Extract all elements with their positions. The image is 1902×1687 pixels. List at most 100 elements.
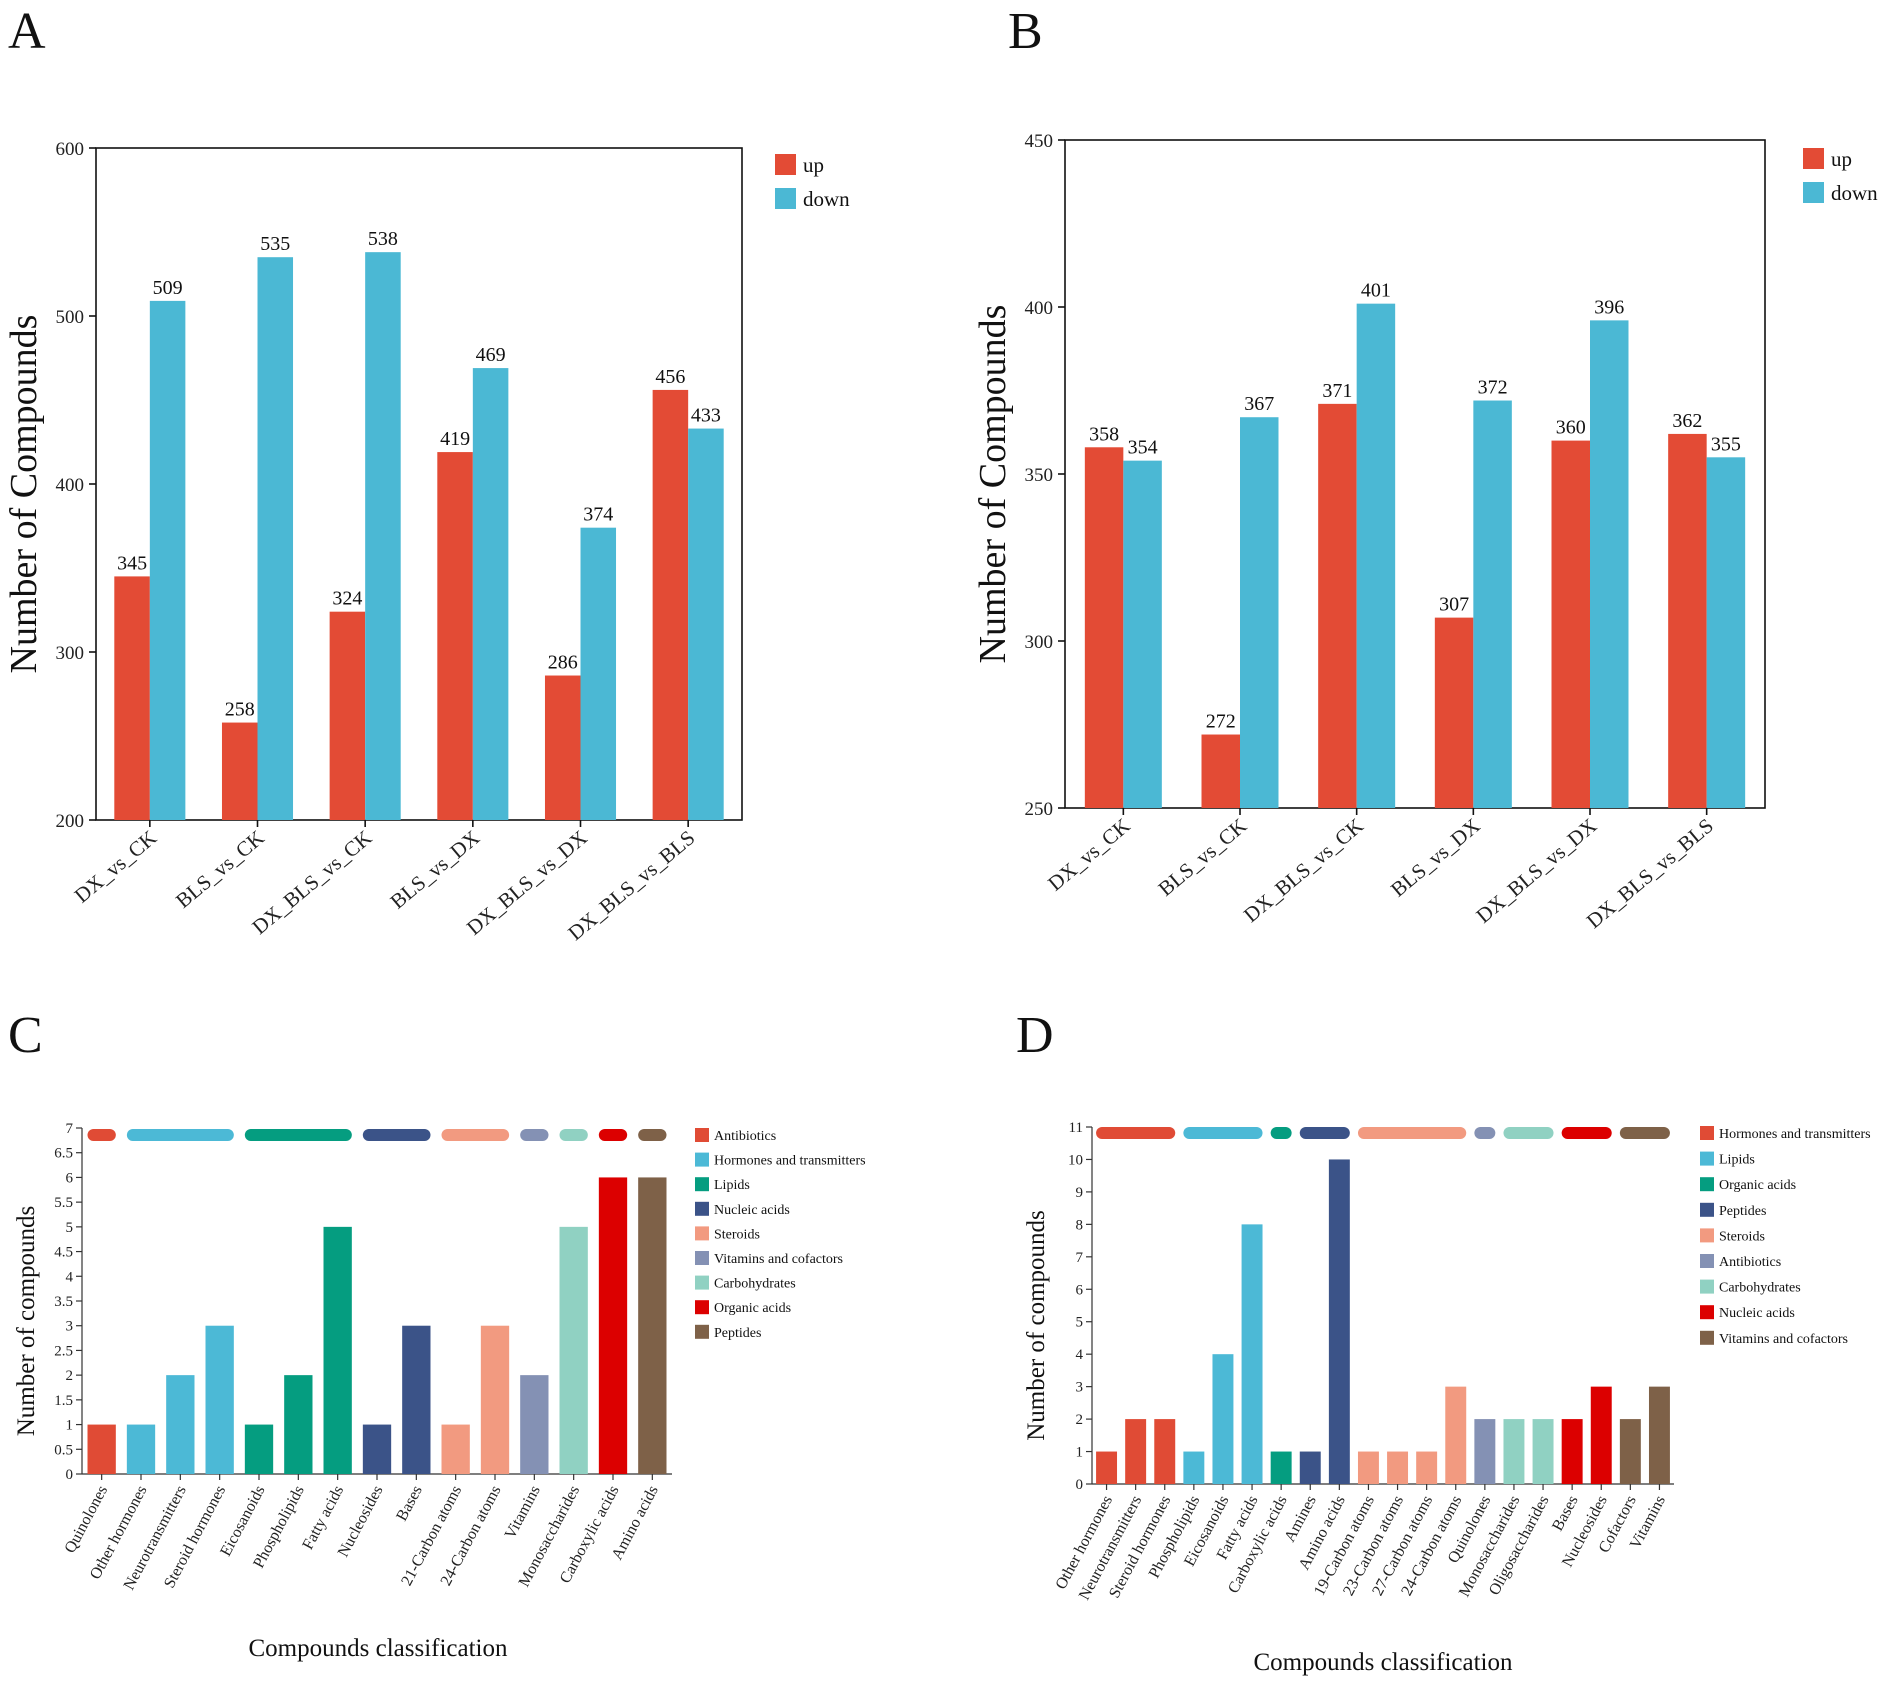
- y-tick-label: 5: [1076, 1315, 1084, 1331]
- group-bar-carbohydrates: [559, 1129, 588, 1141]
- legend-label-steroids: Steroids: [1719, 1229, 1765, 1244]
- bar-up-bls-vs-ck: [221, 722, 258, 820]
- group-bar-steroids: [441, 1129, 510, 1141]
- y-tick-label: 3: [1076, 1380, 1084, 1396]
- bar-amines: [1299, 1451, 1321, 1484]
- legend-label-peptides: Peptides: [714, 1326, 761, 1341]
- data-label-up-dx-bls-vs-bls: 362: [1672, 410, 1702, 432]
- legend-label-lipids: Lipids: [714, 1178, 750, 1193]
- bar-other-hormones: [126, 1424, 156, 1474]
- legend-label-organic-acids: Organic acids: [714, 1301, 791, 1316]
- x-tick-label-bls-vs-ck: BLS_vs_CK: [1154, 813, 1252, 900]
- bar-up-dx-vs-ck: [1084, 447, 1124, 808]
- y-tick-label: 450: [1025, 131, 1054, 152]
- legend-label-antibiotics: Antibiotics: [714, 1129, 776, 1144]
- bar-eicosanoids: [244, 1424, 274, 1474]
- chart-d: 0 1 2 3 4 5 6 7 8 9 10 11 Number of compounds Compoun…: [1023, 1120, 1871, 1676]
- bar-up-dx-bls-vs-dx: [1551, 440, 1590, 808]
- bar-eicosanoids: [1212, 1354, 1234, 1484]
- y-tick-label: 200: [56, 811, 85, 832]
- group-bar-antibiotics: [87, 1129, 116, 1141]
- chart-a: 200 300 400 500 600 Number of Compounds DX_vs_…: [3, 139, 850, 945]
- data-label-down-dx-bls-vs-dx: 374: [583, 504, 613, 526]
- chart-b: 250 300 350 400 450 Number of Compounds DX_vs_…: [972, 131, 1878, 933]
- bar-nucleosides: [1590, 1386, 1612, 1484]
- bar-down-dx-vs-ck: [1123, 460, 1162, 808]
- bar-down-dx-vs-ck: [149, 300, 186, 820]
- bar-down-dx-bls-vs-ck: [365, 252, 401, 820]
- y-axis-label: Number of compounds: [1023, 1210, 1050, 1441]
- bar-down-dx-bls-vs-ck: [1356, 303, 1396, 808]
- bar-down-bls-vs-dx: [1473, 400, 1512, 808]
- bar-amino-acids: [638, 1177, 667, 1474]
- bar-amino-acids: [1328, 1159, 1350, 1484]
- y-tick-label: 4.5: [54, 1245, 73, 1261]
- y-tick-label: 0.5: [54, 1442, 73, 1458]
- x-axis-label: Compounds classification: [249, 1635, 508, 1662]
- legend-label-down: down: [803, 187, 850, 211]
- bar-23-carbon-atoms: [1387, 1451, 1409, 1484]
- legend-label-vitamins-and-cofactors: Vitamins and cofactors: [714, 1252, 843, 1267]
- group-bar-nucleic-acids: [362, 1129, 431, 1141]
- y-tick-label: 10: [1068, 1152, 1083, 1168]
- y-tick-label: 8: [1076, 1217, 1084, 1233]
- x-tick-label-dx-vs-ck: DX_vs_CK: [1043, 813, 1134, 895]
- y-tick-label: 350: [1025, 465, 1054, 486]
- y-tick-label: 6.5: [54, 1146, 73, 1162]
- data-label-down-dx-bls-vs-bls: 433: [691, 405, 721, 427]
- bar-up-dx-bls-vs-dx: [544, 675, 581, 820]
- bar-up-dx-bls-vs-bls: [1668, 433, 1707, 808]
- bar-up-dx-bls-vs-ck: [329, 611, 366, 820]
- bar-neurotransmitters: [166, 1375, 195, 1474]
- group-bar-organic-acids: [1270, 1127, 1292, 1139]
- y-tick-label: 500: [56, 307, 85, 328]
- legend-swatch-down: [775, 188, 796, 209]
- group-bar-vitamins-and-cofactors: [1619, 1127, 1670, 1139]
- legend-swatch-vitamins-and-cofactors: [1700, 1330, 1714, 1345]
- legend-swatch-vitamins-and-cofactors: [695, 1251, 709, 1265]
- bar-quinolones: [87, 1424, 116, 1474]
- data-label-down-dx-bls-vs-bls: 355: [1711, 433, 1741, 455]
- data-label-down-dx-vs-ck: 354: [1128, 437, 1158, 459]
- bar-down-bls-vs-ck: [1240, 417, 1279, 808]
- bar-up-bls-vs-dx: [437, 452, 473, 820]
- x-tick-label-bases: Bases: [393, 1483, 426, 1524]
- bar-up-bls-vs-dx: [1434, 617, 1474, 808]
- bar-nucleosides: [362, 1424, 392, 1474]
- bar-carboxylic-acids: [1270, 1451, 1292, 1484]
- bar-cofactors: [1619, 1419, 1641, 1484]
- data-label-up-bls-vs-ck: 258: [225, 699, 255, 721]
- bar-bases: [402, 1325, 431, 1474]
- data-label-up-bls-vs-dx: 307: [1439, 594, 1469, 616]
- data-label-up-bls-vs-ck: 272: [1206, 711, 1236, 733]
- bar-fatty-acids: [323, 1226, 352, 1474]
- bar-down-bls-vs-ck: [257, 257, 294, 820]
- bar-phospholipids: [1183, 1451, 1205, 1484]
- panel-letter-d: D: [1016, 1007, 1054, 1064]
- bar-19-carbon-atoms: [1357, 1451, 1379, 1484]
- legend-label-peptides: Peptides: [1719, 1204, 1766, 1219]
- group-bar-organic-acids: [598, 1129, 628, 1141]
- group-bar-steroids: [1357, 1127, 1467, 1139]
- y-tick-label: 6: [66, 1170, 74, 1186]
- x-tick-label-dx-vs-ck: DX_vs_CK: [70, 825, 161, 907]
- y-axis-label: Number of Compounds: [3, 315, 45, 674]
- plot-frame: [1064, 139, 1766, 809]
- x-tick-label-dx-bls-vs-dx: DX_BLS_vs_DX: [1471, 813, 1601, 927]
- legend-swatch-up: [775, 154, 796, 175]
- data-label-down-dx-bls-vs-ck: 401: [1361, 280, 1391, 302]
- bar-steroid-hormones: [205, 1325, 234, 1474]
- y-tick-label: 1: [1076, 1445, 1084, 1461]
- data-label-down-bls-vs-ck: 367: [1244, 393, 1274, 415]
- legend-swatch-organic-acids: [1700, 1177, 1714, 1192]
- y-tick-label: 2: [1076, 1412, 1084, 1428]
- bar-monosaccharides: [559, 1226, 588, 1474]
- legend-swatch-lipids: [1700, 1151, 1714, 1166]
- legend-swatch-carbohydrates: [1700, 1279, 1714, 1294]
- y-tick-label: 4: [66, 1269, 74, 1285]
- group-bar-hormones-and-transmitters: [1096, 1127, 1176, 1139]
- bar-27-carbon-atoms: [1416, 1451, 1438, 1484]
- x-tick-label-bls-vs-dx: BLS_vs_DX: [385, 825, 484, 913]
- group-bar-lipids: [244, 1129, 352, 1141]
- bar-oligosaccharides: [1532, 1419, 1554, 1484]
